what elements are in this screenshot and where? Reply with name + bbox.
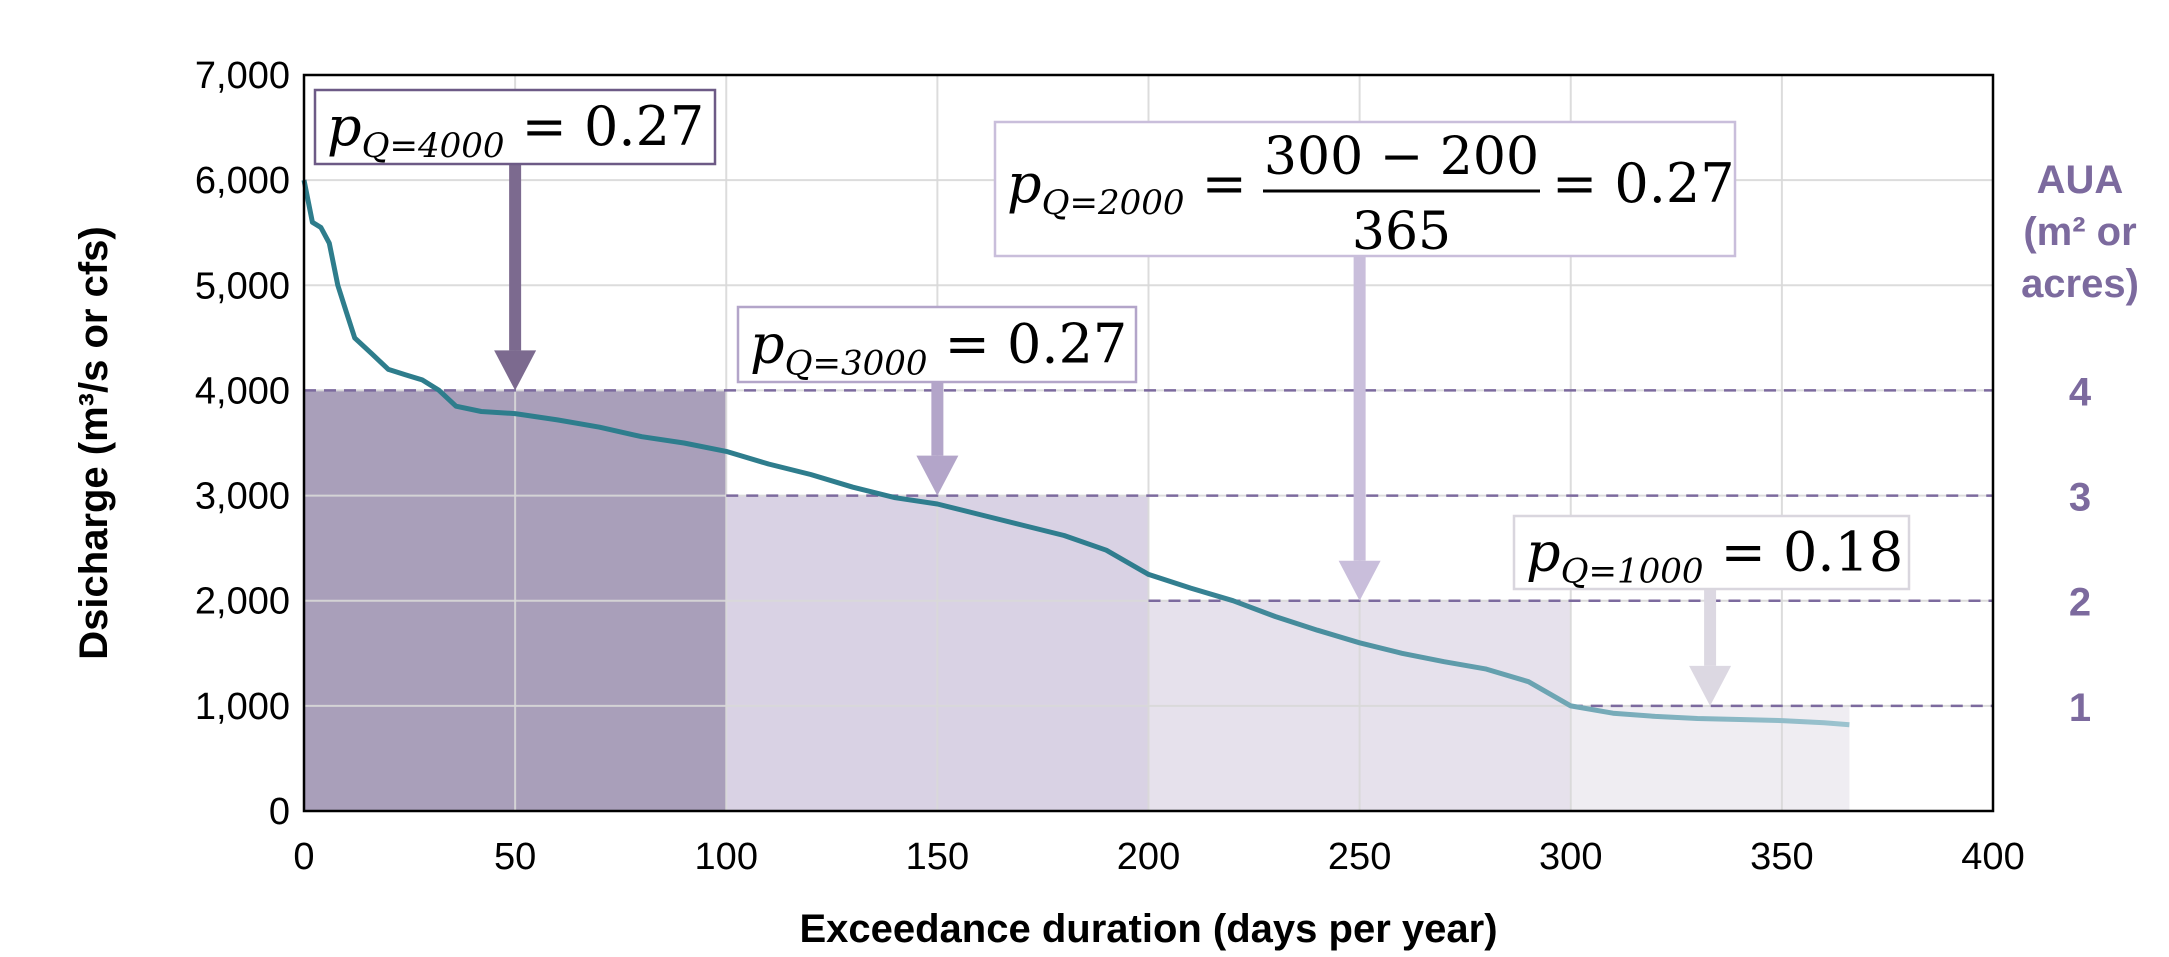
annotation-q-3000: pQ=3000 = 0.27 [736, 305, 1138, 496]
aua-level-label: 3 [2069, 476, 2091, 520]
y-tick-label: 1,000 [195, 686, 290, 728]
aua-axis: AUA (m² or acres) 4 3 2 1 [2021, 158, 2139, 730]
annotations: pQ=4000 = 0.27 pQ=3000 = 0.27 pQ=2000 = 300… [313, 88, 1911, 706]
discharge-curve [301, 179, 1850, 728]
y-tick-label: 5,000 [195, 265, 290, 307]
aua-level-label: 4 [2069, 370, 2092, 414]
y-axis-ticks: 0 1,000 2,000 3,000 4,000 5,000 6,000 7,000 [195, 55, 290, 833]
x-tick-label: 400 [1961, 836, 2024, 878]
x-tick-label: 100 [695, 836, 758, 878]
annotation-arrow-shaft [1353, 254, 1366, 561]
y-axis-title: Dsicharge (m³/s or cfs) [72, 226, 116, 659]
y-tick-label: 7,000 [195, 55, 290, 97]
annotation-box [313, 88, 717, 166]
annotation-equation: pQ=4000 = 0.27 [327, 95, 704, 166]
annotation-arrow-head [1338, 560, 1381, 601]
annotation-box [993, 120, 1737, 258]
annotation-arrow-shaft [931, 380, 944, 456]
annotation-equation: pQ=3000 = 0.27 [750, 313, 1127, 384]
x-axis-title: Exceedance duration (days per year) [799, 907, 1497, 951]
aua-axis-title-line: acres) [2021, 262, 2139, 306]
plot-frame [302, 73, 1995, 813]
x-tick-label: 50 [494, 836, 536, 878]
aua-level-label: 2 [2069, 581, 2091, 625]
annotation-fraction-denominator: 365 [1352, 202, 1451, 262]
annotation-equation: pQ=1000 = 0.18 [1526, 521, 1903, 592]
curve-layer [301, 179, 1850, 728]
annotation-arrow-shaft [1704, 587, 1717, 666]
aua-axis-title-line: AUA [2037, 158, 2124, 202]
y-tick-label: 3,000 [195, 476, 290, 518]
x-tick-label: 0 [293, 836, 314, 878]
x-tick-label: 150 [906, 836, 969, 878]
annotation-arrow-head [916, 455, 959, 496]
x-tick-label: 350 [1750, 836, 1813, 878]
x-tick-label: 200 [1117, 836, 1180, 878]
annotation-q-4000: pQ=4000 = 0.27 [313, 88, 717, 391]
annotation-arrow-head [1689, 665, 1732, 706]
annotation-q-1000: pQ=1000 = 0.18 [1512, 514, 1911, 706]
y-tick-label: 2,000 [195, 581, 290, 623]
aua-axis-title-line: (m² or [2023, 210, 2136, 254]
annotation-arrow-shaft [509, 162, 522, 351]
aua-level-label: 1 [2069, 686, 2091, 730]
x-tick-label: 300 [1539, 836, 1602, 878]
annotation-equation-rhs: = 0.27 [1552, 152, 1735, 215]
annotation-equation-lhs: pQ=2000 = [1007, 152, 1247, 223]
annotation-arrow-head [494, 350, 537, 391]
annotation-box [1512, 514, 1911, 591]
annotation-fraction-numerator: 300 − 200 [1264, 127, 1539, 187]
y-tick-label: 0 [269, 791, 290, 833]
y-tick-label: 6,000 [195, 160, 290, 202]
annotation-q-2000: pQ=2000 = 300 − 200 365 = 0.27 [993, 120, 1737, 601]
x-axis-ticks: 0 50 100 150 200 250 300 350 400 [293, 836, 2024, 878]
annotation-box [736, 305, 1138, 384]
x-tick-label: 250 [1328, 836, 1391, 878]
y-tick-label: 4,000 [195, 370, 290, 412]
